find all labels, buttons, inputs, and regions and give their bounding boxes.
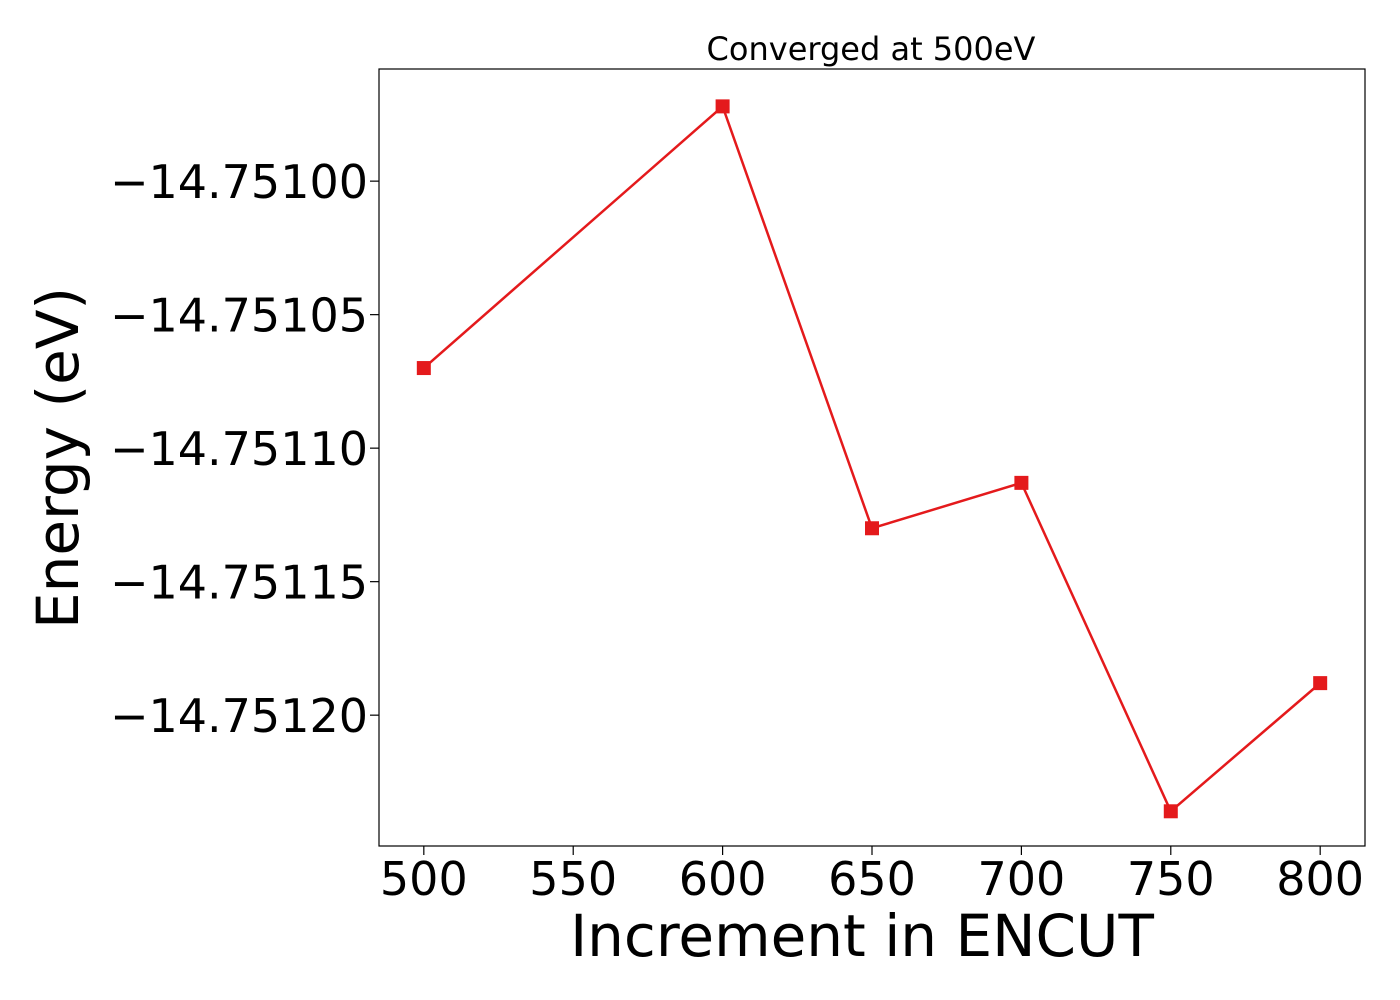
plot-area-frame (378, 68, 1366, 847)
data-point-marker (1014, 475, 1029, 490)
y-tick-label: −14.75115 (110, 556, 368, 610)
series-line (422, 104, 1321, 814)
x-tick-label: 650 (828, 852, 916, 906)
x-axis-label: Increment in ENCUT (570, 902, 1154, 970)
chart-title: Converged at 500eV (707, 30, 1036, 68)
data-point-marker (416, 361, 431, 376)
x-tick-label: 750 (1127, 852, 1215, 906)
y-tick-label: −14.75105 (110, 289, 368, 343)
data-point-marker (1163, 804, 1178, 819)
data-point-marker (1313, 676, 1328, 691)
x-axis: 500 550 600 650 700 750 800 (380, 846, 1364, 906)
y-axis: −14.75100 −14.75105 −14.75110 −14.75115 −14.… (110, 155, 379, 743)
y-axis-label: Energy (eV) (24, 287, 92, 629)
data-point-marker (715, 99, 730, 114)
x-tick-label: 550 (529, 852, 617, 906)
x-tick-label: 700 (977, 852, 1065, 906)
y-tick-label: −14.75110 (110, 422, 368, 476)
y-tick-label: −14.75100 (110, 155, 368, 209)
x-tick-label: 800 (1276, 852, 1364, 906)
x-tick-label: 600 (679, 852, 767, 906)
y-tick-label: −14.75120 (110, 689, 368, 743)
data-point-marker (865, 521, 879, 536)
series-layer (416, 99, 1328, 819)
x-tick-label: 500 (380, 852, 468, 906)
